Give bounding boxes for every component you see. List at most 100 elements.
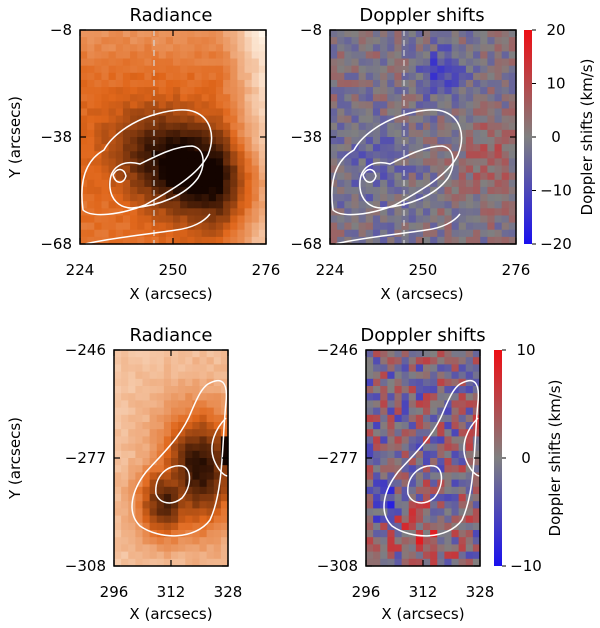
heatmap-cell xyxy=(330,65,338,74)
heatmap-cell xyxy=(330,37,338,45)
heatmap-cell xyxy=(230,79,238,88)
heatmap-cell xyxy=(344,158,353,167)
x-tick-label: 250 xyxy=(409,261,438,279)
heatmap-cell xyxy=(258,194,267,202)
heatmap-cell xyxy=(142,436,151,445)
heatmap-cell xyxy=(223,44,231,52)
heatmap-cell xyxy=(94,37,103,45)
heatmap-cell xyxy=(144,37,153,45)
heatmap-cell xyxy=(215,30,224,38)
heatmap-cell xyxy=(344,58,353,67)
heatmap-cell xyxy=(372,58,381,67)
heatmap-cell xyxy=(451,551,460,560)
heatmap-cell xyxy=(415,544,424,553)
heatmap-cell xyxy=(128,436,136,445)
heatmap-cell xyxy=(121,386,129,394)
heatmap-cell xyxy=(180,87,188,95)
heatmap-cell xyxy=(158,165,167,174)
heatmap-cell xyxy=(330,137,338,145)
heatmap-cell xyxy=(115,51,124,60)
heatmap-cell xyxy=(215,58,224,67)
heatmap-cell xyxy=(387,30,395,38)
heatmap-cell xyxy=(430,465,438,473)
heatmap-cell xyxy=(163,551,172,560)
heatmap-cell xyxy=(465,429,474,437)
heatmap-cell xyxy=(366,443,374,452)
heatmap-cell xyxy=(444,378,453,387)
heatmap-cell xyxy=(165,115,174,124)
heatmap-cell xyxy=(144,158,153,167)
heatmap-cell xyxy=(473,58,481,67)
heatmap-cell xyxy=(415,530,424,538)
heatmap-cell xyxy=(220,486,229,495)
heatmap-cell xyxy=(165,87,174,95)
heatmap-cell xyxy=(114,558,122,567)
heatmap-cell xyxy=(108,108,117,117)
heatmap-cell xyxy=(494,115,503,124)
heatmap-cell xyxy=(158,58,167,67)
heatmap-cell xyxy=(508,51,517,60)
heatmap-cell xyxy=(358,30,367,38)
heatmap-cell xyxy=(194,122,203,131)
heatmap-cell xyxy=(237,229,246,238)
heatmap-cell xyxy=(244,72,253,81)
heatmap-cell xyxy=(158,137,167,145)
heatmap-cell xyxy=(465,479,474,488)
heatmap-cell xyxy=(192,450,201,459)
heatmap-cell xyxy=(258,201,267,209)
heatmap-cell xyxy=(508,30,517,38)
heatmap-cell xyxy=(149,386,158,394)
heatmap-cell xyxy=(180,158,188,167)
heatmap-cell xyxy=(451,465,460,473)
heatmap-cell xyxy=(423,508,431,517)
heatmap-cell xyxy=(122,137,131,145)
heatmap-cell xyxy=(373,472,381,481)
heatmap-cell xyxy=(114,386,122,394)
heatmap-cell xyxy=(156,386,165,394)
heatmap-cell xyxy=(180,65,188,74)
heatmap-cell xyxy=(401,458,410,466)
contours xyxy=(81,109,213,245)
heatmap-cell xyxy=(130,144,138,152)
heatmap-cell xyxy=(121,443,129,452)
heatmap-cell xyxy=(473,172,481,181)
heatmap-cell xyxy=(480,158,488,167)
contour-small xyxy=(112,168,127,183)
heatmap-cell xyxy=(128,429,136,437)
heatmap-cell xyxy=(199,422,208,430)
heatmap-cell xyxy=(230,115,238,124)
heatmap-cell xyxy=(330,229,338,238)
heatmap-cell xyxy=(114,544,122,553)
heatmap-cell xyxy=(351,208,360,217)
heatmap-cell xyxy=(387,172,395,181)
heatmap-cell xyxy=(244,165,253,174)
heatmap-cell xyxy=(163,479,172,488)
heatmap-cell xyxy=(142,350,151,358)
heatmap-cell xyxy=(230,186,238,195)
heatmap-cell xyxy=(444,208,453,217)
heatmap-cell xyxy=(394,79,403,88)
heatmap-cell xyxy=(394,151,403,159)
heatmap-cell xyxy=(115,30,124,38)
heatmap-cell xyxy=(215,137,224,145)
heatmap-cell xyxy=(430,364,438,373)
heatmap-cell xyxy=(144,44,153,52)
heatmap-cell xyxy=(330,151,338,159)
heatmap-cell xyxy=(451,371,460,380)
heatmap-cell xyxy=(501,201,510,209)
heatmap-cell xyxy=(151,87,160,95)
heatmap-cell xyxy=(237,30,246,38)
heatmap-cell xyxy=(114,436,122,445)
heatmap-cell xyxy=(408,165,417,174)
heatmap-cell xyxy=(373,465,381,473)
heatmap-cell xyxy=(115,179,124,188)
heatmap-cell xyxy=(423,378,431,387)
heatmap-cell xyxy=(480,37,488,45)
heatmap-cell xyxy=(423,371,431,380)
heatmap-doppler xyxy=(330,30,517,245)
heatmap-cell xyxy=(137,137,145,145)
heatmap-cell xyxy=(115,58,124,67)
heatmap-cell xyxy=(451,378,460,387)
colorbar-tick-label: 10 xyxy=(546,75,565,93)
heatmap-cell xyxy=(163,515,172,524)
